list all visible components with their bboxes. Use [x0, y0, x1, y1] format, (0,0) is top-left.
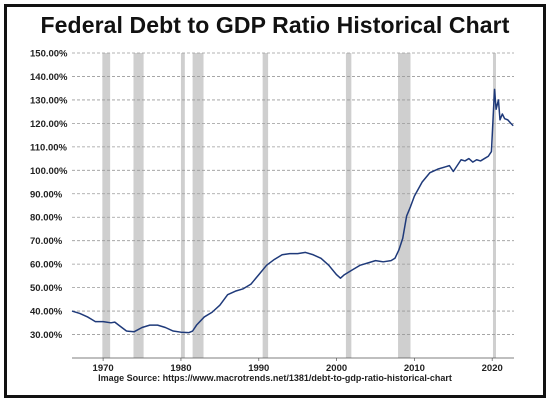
y-tick-label: 80.00% — [30, 213, 63, 224]
image-source-caption: Image Source: https://www.macrotrends.ne… — [0, 373, 550, 383]
recession-bar — [102, 53, 111, 358]
recession-bar — [192, 53, 204, 358]
x-tick-label: 2000 — [326, 363, 347, 374]
recession-bar — [262, 53, 269, 358]
y-tick-label: 100.00% — [30, 166, 68, 177]
y-tick-label: 30.00% — [30, 330, 63, 341]
y-tick-label: 120.00% — [30, 119, 68, 130]
y-tick-label: 90.00% — [30, 189, 63, 200]
chart-frame — [4, 4, 546, 398]
x-tick-label: 2010 — [404, 363, 425, 374]
recession-bar — [398, 53, 411, 358]
debt-to-gdp-line — [71, 88, 514, 334]
recession-bar — [345, 53, 352, 358]
y-tick-label: 150.00% — [30, 49, 68, 60]
x-tick-label: 1980 — [170, 363, 191, 374]
recession-bar — [492, 53, 496, 358]
recession-bar — [180, 53, 185, 358]
y-tick-label: 70.00% — [30, 236, 63, 247]
recession-bar — [133, 53, 144, 358]
y-tick-label: 60.00% — [30, 260, 63, 271]
x-tick-label: 1970 — [93, 363, 114, 374]
y-tick-label: 40.00% — [30, 307, 63, 318]
y-tick-label: 50.00% — [30, 283, 63, 294]
source-label: Image Source: — [98, 373, 161, 383]
x-tick-label: 1990 — [248, 363, 269, 374]
y-tick-label: 110.00% — [30, 142, 68, 153]
x-tick-label: 2020 — [482, 363, 503, 374]
y-tick-label: 130.00% — [30, 95, 68, 106]
source-url: https://www.macrotrends.net/1381/debt-to… — [162, 373, 452, 383]
y-tick-label: 140.00% — [30, 72, 68, 83]
chart-title: Federal Debt to GDP Ratio Historical Cha… — [40, 12, 510, 38]
